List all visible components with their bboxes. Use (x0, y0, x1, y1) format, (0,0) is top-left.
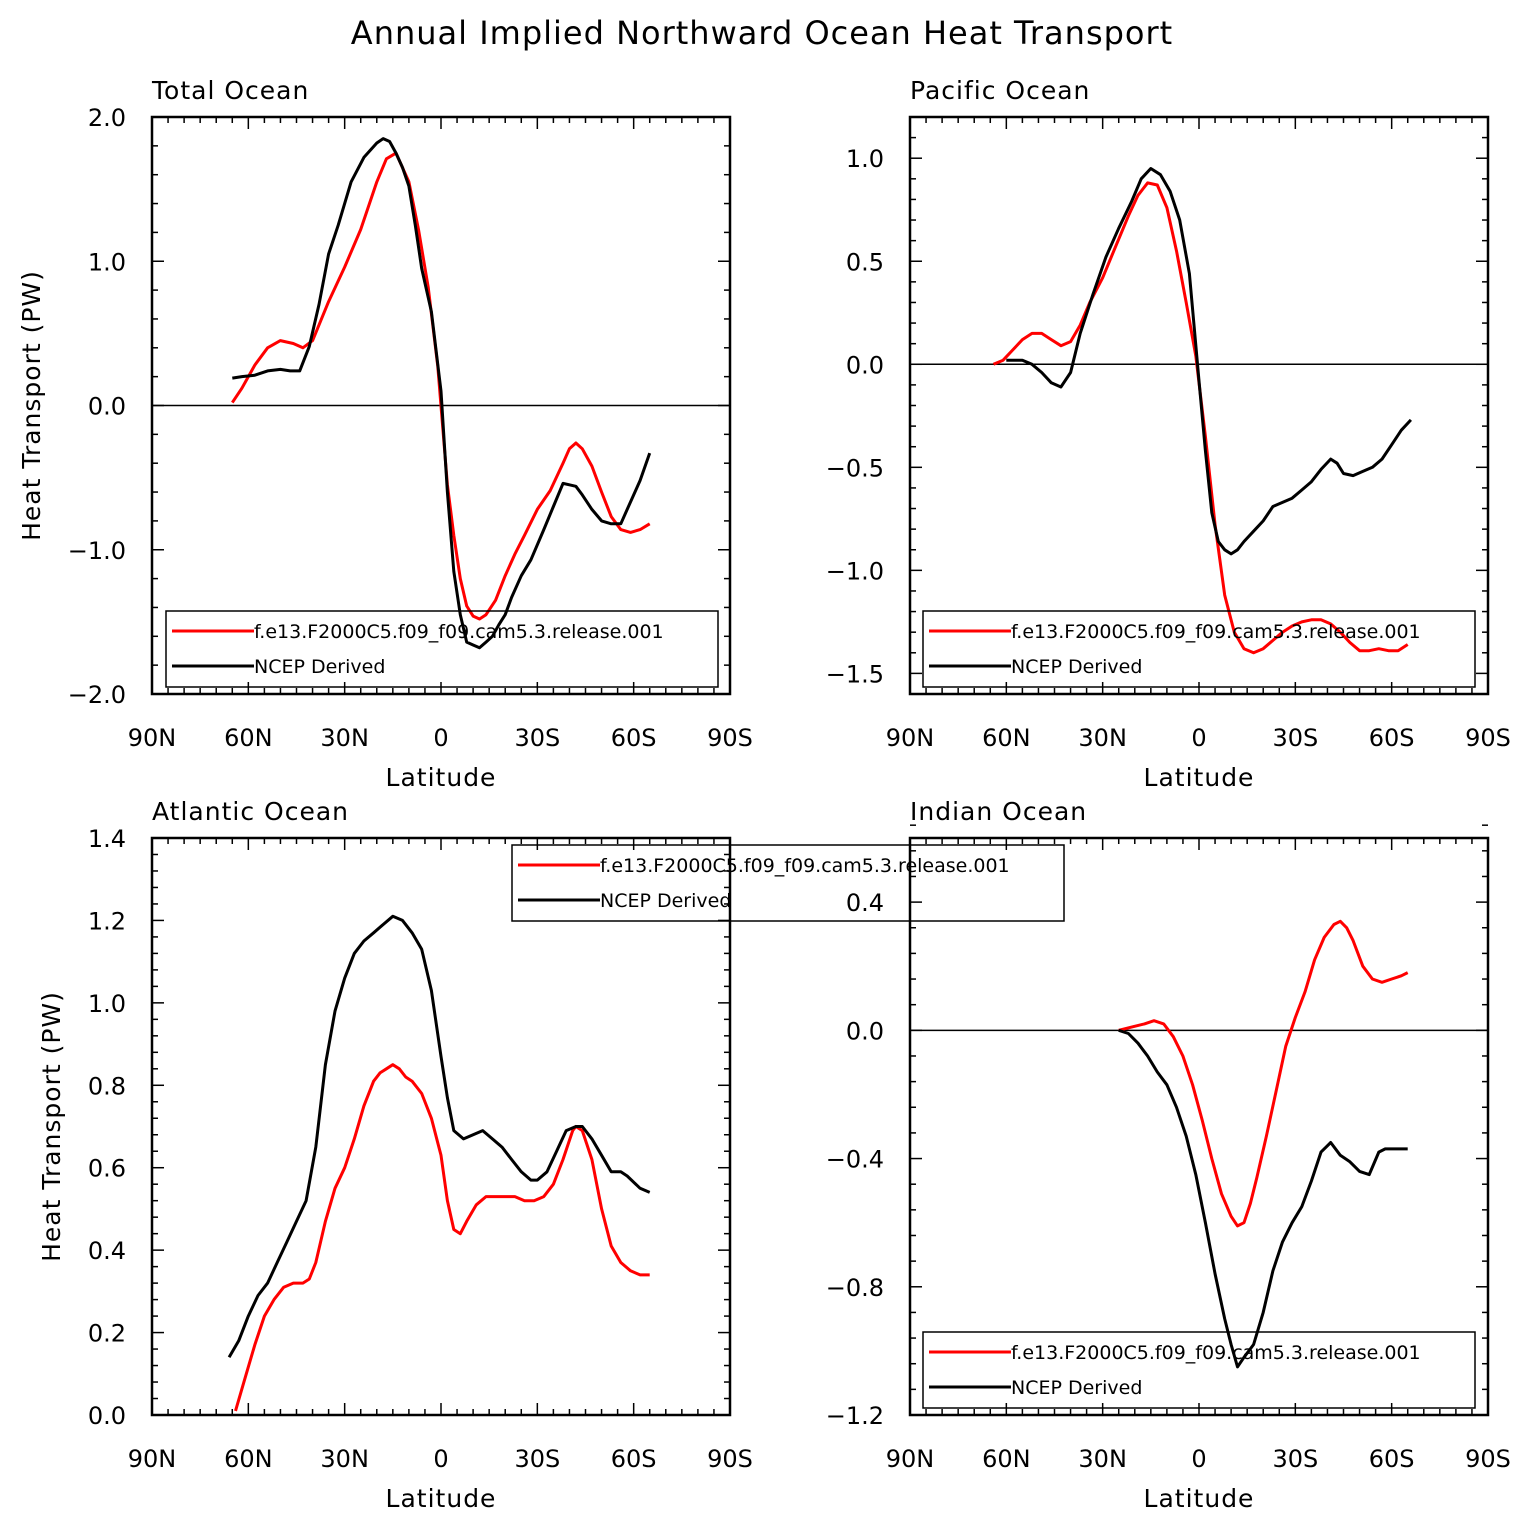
x-tick-label: 30S (1272, 1445, 1318, 1473)
x-tick-label: 0 (1191, 1445, 1206, 1473)
legend-box (922, 610, 1476, 688)
x-tick-label: 90N (128, 724, 177, 752)
y-tick-label: 1.4 (88, 825, 126, 853)
legend-entry: NCEP Derived (1011, 656, 1142, 678)
y-tick-label: −1.2 (826, 1402, 884, 1430)
series-line-ncep (232, 137, 652, 650)
y-tick-label: −1.0 (826, 557, 884, 585)
panel-3: Atlantic Ocean 90N 60N 30N 0 30S 60S 90S 0.0 0.2 0… (37, 797, 1065, 1513)
x-tick-label: 0 (1191, 724, 1206, 752)
y-tick-label: −1.5 (826, 660, 884, 688)
x-tick-label: 90N (886, 1445, 935, 1473)
plot-frame (908, 836, 1490, 1417)
y-tick-label: 0.0 (846, 351, 884, 379)
y-tick-label: 0.6 (88, 1155, 126, 1183)
x-tick-label: 60N (982, 1445, 1031, 1473)
panel-title: Indian Ocean (910, 797, 1087, 826)
y-tick-label: 0.2 (88, 1320, 126, 1348)
x-tick-label: 0 (433, 724, 448, 752)
y-tick-label: −0.5 (826, 454, 884, 482)
legend: f.e13.F2000C5.f09_f09.cam5.3.release.001… (922, 1331, 1476, 1409)
panel-title: Pacific Ocean (910, 76, 1090, 105)
x-tick-label: 90N (128, 1445, 177, 1473)
y-tick-label: 1.2 (88, 907, 126, 935)
legend: f.e13.F2000C5.f09_f09.cam5.3.release.001… (922, 610, 1476, 688)
y-tick-label: 1.0 (88, 990, 126, 1018)
y-tick-label: 0.5 (846, 248, 884, 276)
y-tick-label: −2.0 (68, 681, 126, 709)
series-line-model (1118, 919, 1409, 1228)
legend: f.e13.F2000C5.f09_f09.cam5.3.release.001… (511, 844, 1065, 922)
legend-entry: f.e13.F2000C5.f09_f09.cam5.3.release.001 (1011, 621, 1421, 643)
x-tick-label: 30S (514, 1445, 560, 1473)
y-tick-label: −0.8 (826, 1274, 884, 1302)
x-axis-label: Latitude (386, 1484, 497, 1513)
panel-2: Pacific Ocean 90N 60N 30N 0 30S 60S 90S −1.5 −1.0… (826, 76, 1511, 792)
y-axis-label: Heat Transport (PW) (37, 991, 66, 1262)
y-tick-label: 0.0 (846, 1017, 884, 1045)
x-axis-label: Latitude (1144, 763, 1255, 792)
y-tick-label: 2.0 (88, 104, 126, 132)
legend-entry: f.e13.F2000C5.f09_f09.cam5.3.release.001 (600, 855, 1010, 877)
legend-entry: f.e13.F2000C5.f09_f09.cam5.3.release.001 (254, 621, 664, 643)
x-tick-label: 90S (707, 724, 753, 752)
y-tick-label: 1.0 (846, 145, 884, 173)
legend-entry: NCEP Derived (254, 656, 385, 678)
x-tick-label: 60S (611, 724, 657, 752)
series-line-ncep (227, 914, 651, 1359)
legend-entry: f.e13.F2000C5.f09_f09.cam5.3.release.001 (1011, 1342, 1421, 1364)
y-tick-label: 0.0 (88, 393, 126, 421)
x-axis-label: Latitude (386, 763, 497, 792)
x-tick-label: 60S (611, 1445, 657, 1473)
panel-4: Indian Ocean 90N 60N 30N 0 30S 60S 90S −1.2 −0.8 −… (826, 797, 1511, 1513)
y-tick-label: 0.0 (88, 1402, 126, 1430)
x-tick-label: 60N (224, 724, 273, 752)
series-line-ncep (1006, 167, 1412, 556)
plot-frame (908, 115, 1490, 696)
x-axis-label: Latitude (1144, 1484, 1255, 1513)
legend-box (922, 1331, 1476, 1409)
series-line-ncep (1118, 1028, 1408, 1369)
x-tick-label: 30N (320, 1445, 369, 1473)
x-tick-label: 0 (433, 1445, 448, 1473)
x-tick-label: 90S (1465, 1445, 1511, 1473)
legend-entry: NCEP Derived (600, 890, 731, 912)
series-line-model (234, 1063, 650, 1412)
x-tick-label: 30S (514, 724, 560, 752)
x-tick-label: 90S (707, 1445, 753, 1473)
x-tick-label: 60S (1369, 724, 1415, 752)
y-tick-label: 0.8 (88, 1072, 126, 1100)
x-tick-label: 60N (224, 1445, 273, 1473)
x-tick-label: 60S (1369, 1445, 1415, 1473)
legend-box (511, 844, 1065, 922)
legend-entry: NCEP Derived (1011, 1377, 1142, 1399)
y-tick-label: −1.0 (68, 537, 126, 565)
plot-frame (150, 836, 732, 1417)
x-tick-label: 30N (1078, 724, 1127, 752)
y-tick-label: 0.4 (88, 1237, 126, 1265)
x-tick-label: 60N (982, 724, 1031, 752)
x-tick-label: 30S (1272, 724, 1318, 752)
series-line-model (992, 181, 1409, 655)
y-tick-label: 0.4 (846, 889, 884, 917)
x-tick-label: 90S (1465, 724, 1511, 752)
legend-box (165, 610, 719, 688)
figure-title: Annual Implied Northward Ocean Heat Tran… (351, 14, 1173, 52)
y-axis-label: Heat Transport (PW) (17, 270, 46, 541)
panel-title: Atlantic Ocean (152, 797, 349, 826)
x-tick-label: 30N (320, 724, 369, 752)
y-tick-label: −0.4 (826, 1146, 884, 1174)
y-tick-label: 1.0 (88, 248, 126, 276)
panels: Total Ocean 90N 60N 30N 0 30S 60S 90S −2.0 −1.0 0.… (17, 76, 1511, 1513)
x-tick-label: 30N (1078, 1445, 1127, 1473)
legend: f.e13.F2000C5.f09_f09.cam5.3.release.001… (165, 610, 719, 688)
x-tick-label: 90N (886, 724, 935, 752)
panel-title: Total Ocean (151, 76, 309, 105)
panel-1: Total Ocean 90N 60N 30N 0 30S 60S 90S −2.0 −1.0 0.… (17, 76, 753, 792)
